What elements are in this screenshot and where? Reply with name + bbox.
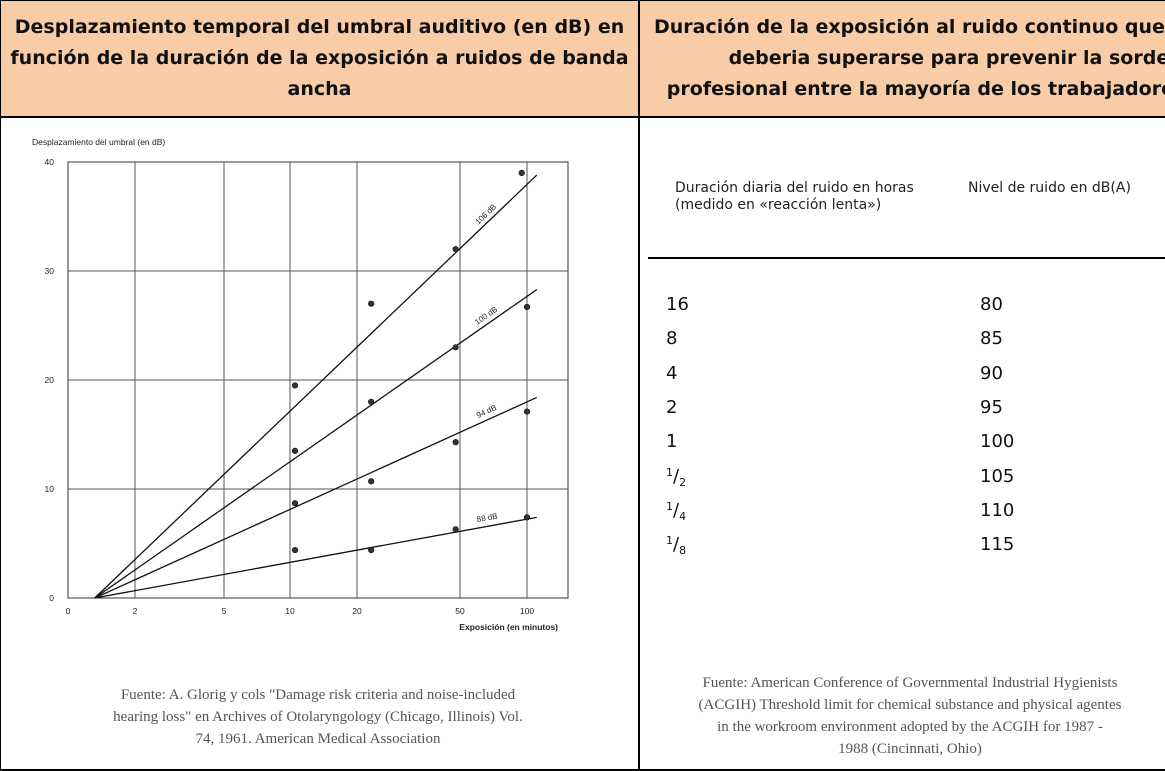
data-point (291, 500, 299, 507)
frame-divider (638, 0, 640, 771)
data-point (523, 514, 531, 521)
right-header-line-1: Duración de la exposición al ruido conti… (654, 16, 1165, 38)
right-source-line-4: 1988 (Cincinnati, Ohio) (838, 741, 982, 757)
left-source: Fuente: A. Glorig y cols "Damage risk cr… (8, 684, 628, 750)
x-tick-label: 5 (222, 606, 227, 616)
table-row-7-hours: 1/4 (666, 500, 686, 523)
table-col2-header: Nivel de ruido en dB(A) (968, 180, 1131, 197)
x-tick-label: 0 (66, 606, 71, 616)
right-source-line-3: in the workroom environment adopted by t… (717, 719, 1103, 735)
series-line-88-dB (94, 516, 537, 599)
series-label: 100 dB (473, 305, 499, 327)
y-tick-label: 40 (45, 157, 55, 167)
table-row-2-hours: 8 (666, 328, 678, 350)
table-row-1-hours: 16 (666, 294, 689, 315)
fraction-denominator: 8 (679, 544, 687, 558)
data-point (452, 246, 459, 253)
table-row-6-level: 105 (980, 465, 1015, 487)
frame-bottom (0, 769, 1165, 771)
x-tick-label: 20 (352, 606, 362, 616)
table-row-3-hours: 4 (666, 362, 678, 384)
header-rule (0, 116, 1165, 118)
table-row-5-level: 100 (980, 431, 1015, 453)
threshold-shift-chart: Desplazamiento del umbral (en dB) Exposi… (32, 137, 569, 632)
fraction-slash: / (673, 534, 680, 556)
data-point (291, 447, 299, 454)
data-point (291, 382, 299, 389)
table-row-8-level: 115 (980, 534, 1015, 556)
right-header-line-3: profesional entre la mayoría de los trab… (666, 78, 1165, 100)
table-row-3-level: 90 (980, 362, 1003, 384)
table-col2-header-text: Nivel de ruido en dB(A) (968, 180, 1131, 196)
table-row-7-level: 110 (980, 499, 1015, 521)
right-source-line-2: (ACGIH) Threshold limit for chemical sub… (698, 697, 1122, 713)
fraction-denominator: 4 (679, 509, 687, 523)
right-header-line-2: deberia superarse para prevenir la sorde… (728, 47, 1165, 69)
data-point (368, 546, 375, 554)
table-row-5-hours: 1 (666, 431, 678, 453)
data-point (523, 303, 531, 311)
left-header-text: Desplazamiento temporal del umbral audit… (10, 16, 629, 100)
series-line-100-dB (94, 288, 538, 599)
series-label: 94 dB (475, 403, 498, 420)
y-tick-label: 30 (45, 266, 55, 276)
y-tick-label: 0 (49, 593, 54, 603)
y-tick-label: 10 (45, 484, 55, 494)
data-point (291, 546, 299, 554)
x-tick-label: 50 (455, 606, 465, 616)
frame-top (0, 0, 1165, 1)
fraction-numerator: 1 (666, 499, 673, 513)
data-point (368, 398, 375, 405)
series-label: 106 dB (474, 202, 499, 226)
x-tick-label: 100 (520, 606, 534, 616)
data-point (452, 526, 459, 533)
data-point (518, 169, 525, 177)
data-point (452, 439, 459, 446)
table-row-4-level: 95 (980, 396, 1003, 418)
table-row-1-level: 80 (980, 294, 1003, 315)
data-point (368, 478, 375, 485)
table-row-4-hours: 2 (666, 396, 678, 418)
data-point (368, 300, 375, 307)
table-row-8-hours: 1/8 (666, 534, 686, 557)
table-col1-header-line-2: (medido en «reacción lenta») (675, 197, 882, 213)
table-row-2-level: 85 (980, 328, 1003, 350)
frame-left (0, 0, 1, 771)
right-source-line-1: Fuente: American Conference of Governmen… (702, 675, 1118, 691)
left-source-line-1: Fuente: A. Glorig y cols "Damage risk cr… (120, 687, 516, 703)
y-tick-label: 20 (45, 375, 55, 385)
series-line-106-dB (94, 174, 538, 599)
fraction-numerator: 1 (666, 465, 673, 479)
fraction-numerator: 1 (666, 534, 673, 548)
right-header: Duración de la exposición al ruido conti… (640, 1, 1165, 116)
fraction-denominator: 2 (679, 475, 687, 489)
fraction-slash: / (673, 499, 680, 521)
fraction-slash: / (673, 465, 680, 487)
table-col1-header-line-1: Duración diaria del ruido en horas (675, 180, 914, 196)
data-point (452, 344, 459, 351)
table-header-rule (648, 257, 1165, 259)
y-axis-label: Desplazamiento del umbral (en dB) (32, 137, 165, 147)
x-axis-label: Exposición (en minutos) (459, 622, 558, 632)
left-source-line-2: hearing loss" en Archives of Otolaryngol… (113, 709, 523, 725)
x-tick-label: 2 (133, 606, 138, 616)
x-tick-label: 10 (285, 606, 295, 616)
left-header: Desplazamiento temporal del umbral audit… (1, 1, 638, 116)
table-col1-header: Duración diaria del ruido en horas (medi… (675, 180, 914, 214)
table-row-6-hours: 1/2 (666, 466, 686, 489)
right-source: Fuente: American Conference of Governmen… (640, 672, 1165, 760)
left-source-line-3: 74, 1961. American Medical Association (195, 731, 441, 747)
series-label: 88 dB (476, 512, 498, 525)
series-line-94-dB (94, 396, 538, 599)
data-point (523, 408, 531, 415)
